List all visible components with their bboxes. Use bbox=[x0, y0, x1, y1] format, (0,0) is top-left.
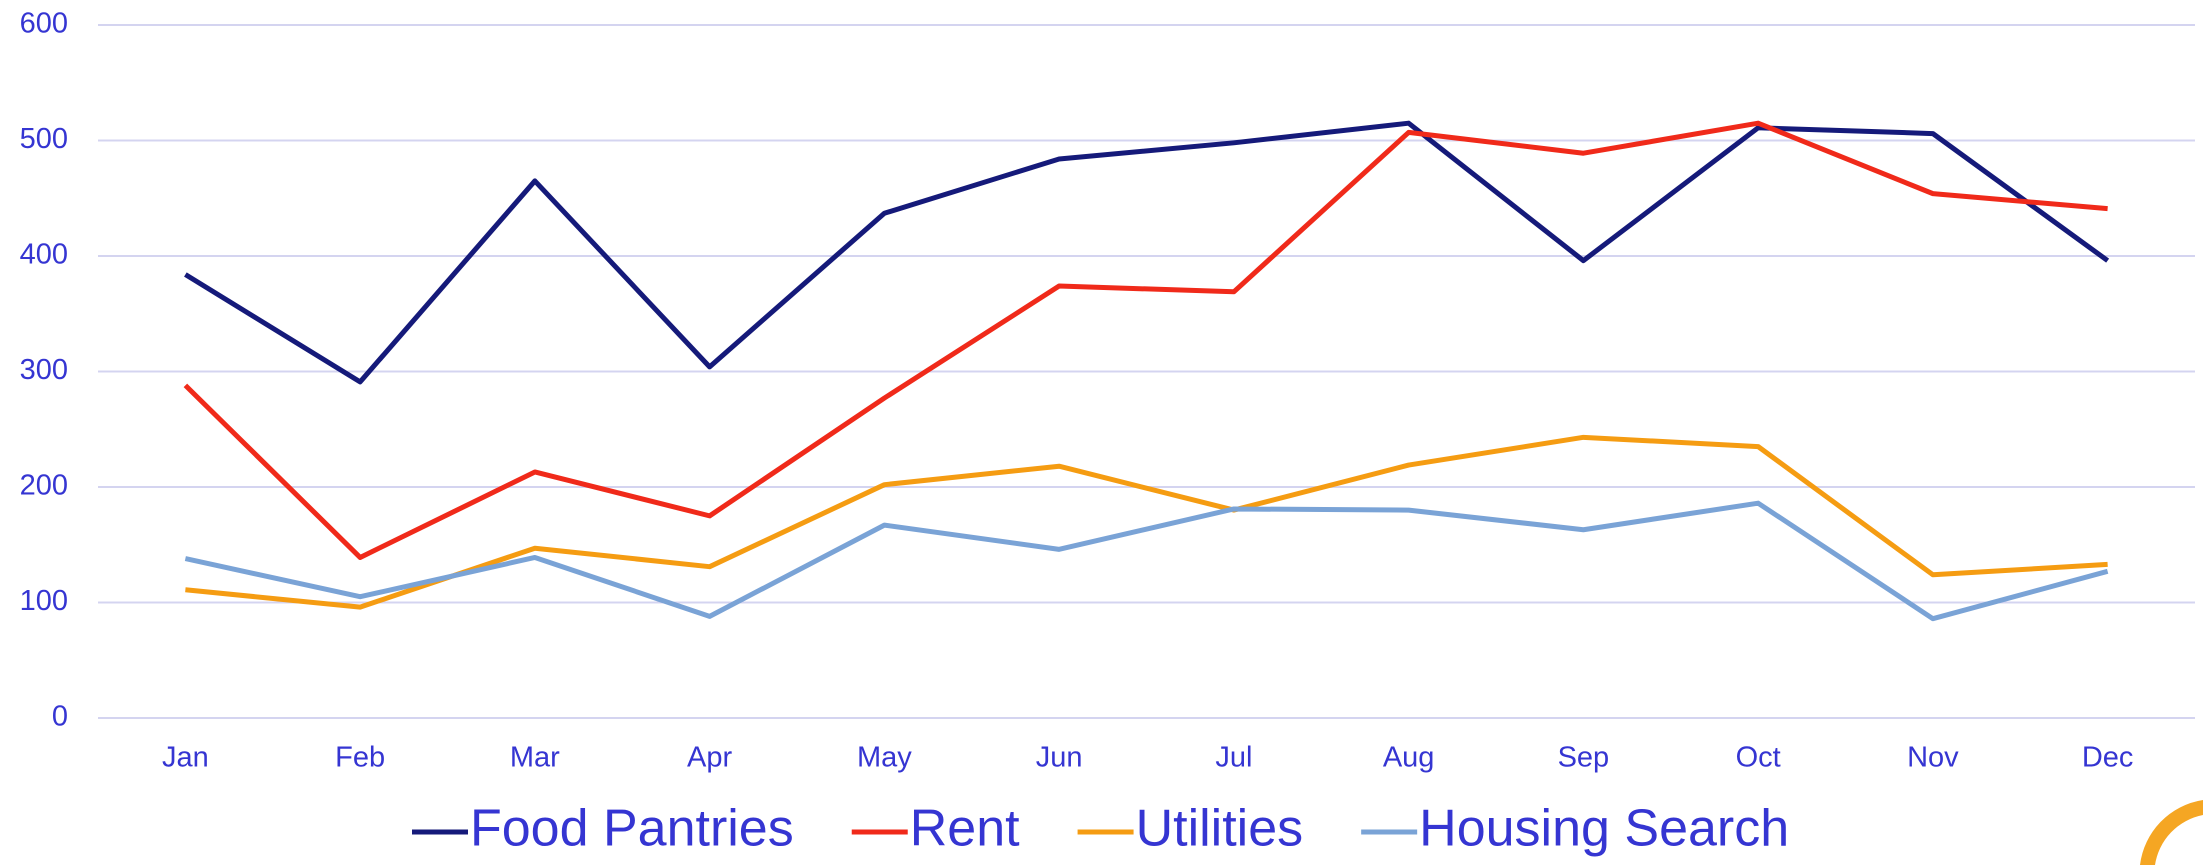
series-line bbox=[183, 120, 2108, 560]
x-tick-label: May bbox=[857, 742, 912, 774]
x-tick-label: Apr bbox=[687, 742, 732, 774]
x-tick-label: Jun bbox=[1036, 742, 1083, 774]
series-line bbox=[185, 434, 2108, 610]
legend-label: Rent bbox=[910, 800, 1020, 858]
x-tick-label: Dec bbox=[2082, 742, 2134, 774]
legend-label: Utilities bbox=[1136, 800, 1304, 858]
x-tick-label: Jan bbox=[162, 742, 209, 774]
y-tick-label: 600 bbox=[20, 8, 68, 40]
series-line bbox=[184, 120, 2110, 385]
x-tick-label: Sep bbox=[1558, 742, 1610, 774]
series-line bbox=[184, 500, 2109, 622]
y-tick-label: 100 bbox=[20, 585, 68, 617]
y-tick-label: 300 bbox=[20, 354, 68, 386]
y-tick-label: 0 bbox=[52, 701, 68, 733]
y-tick-label: 500 bbox=[20, 123, 68, 155]
x-tick-label: Aug bbox=[1383, 742, 1435, 774]
x-tick-label: Jul bbox=[1215, 742, 1252, 774]
x-tick-label: Feb bbox=[335, 742, 385, 774]
y-tick-label: 200 bbox=[20, 470, 68, 502]
corner-decoration bbox=[2140, 800, 2203, 865]
x-tick-label: Nov bbox=[1907, 742, 1959, 774]
y-tick-label: 400 bbox=[20, 239, 68, 271]
x-tick-label: Mar bbox=[510, 742, 560, 774]
legend-label: Food Pantries bbox=[470, 800, 794, 858]
legend-label: Housing Search bbox=[1419, 800, 1789, 858]
x-tick-label: Oct bbox=[1736, 742, 1781, 774]
